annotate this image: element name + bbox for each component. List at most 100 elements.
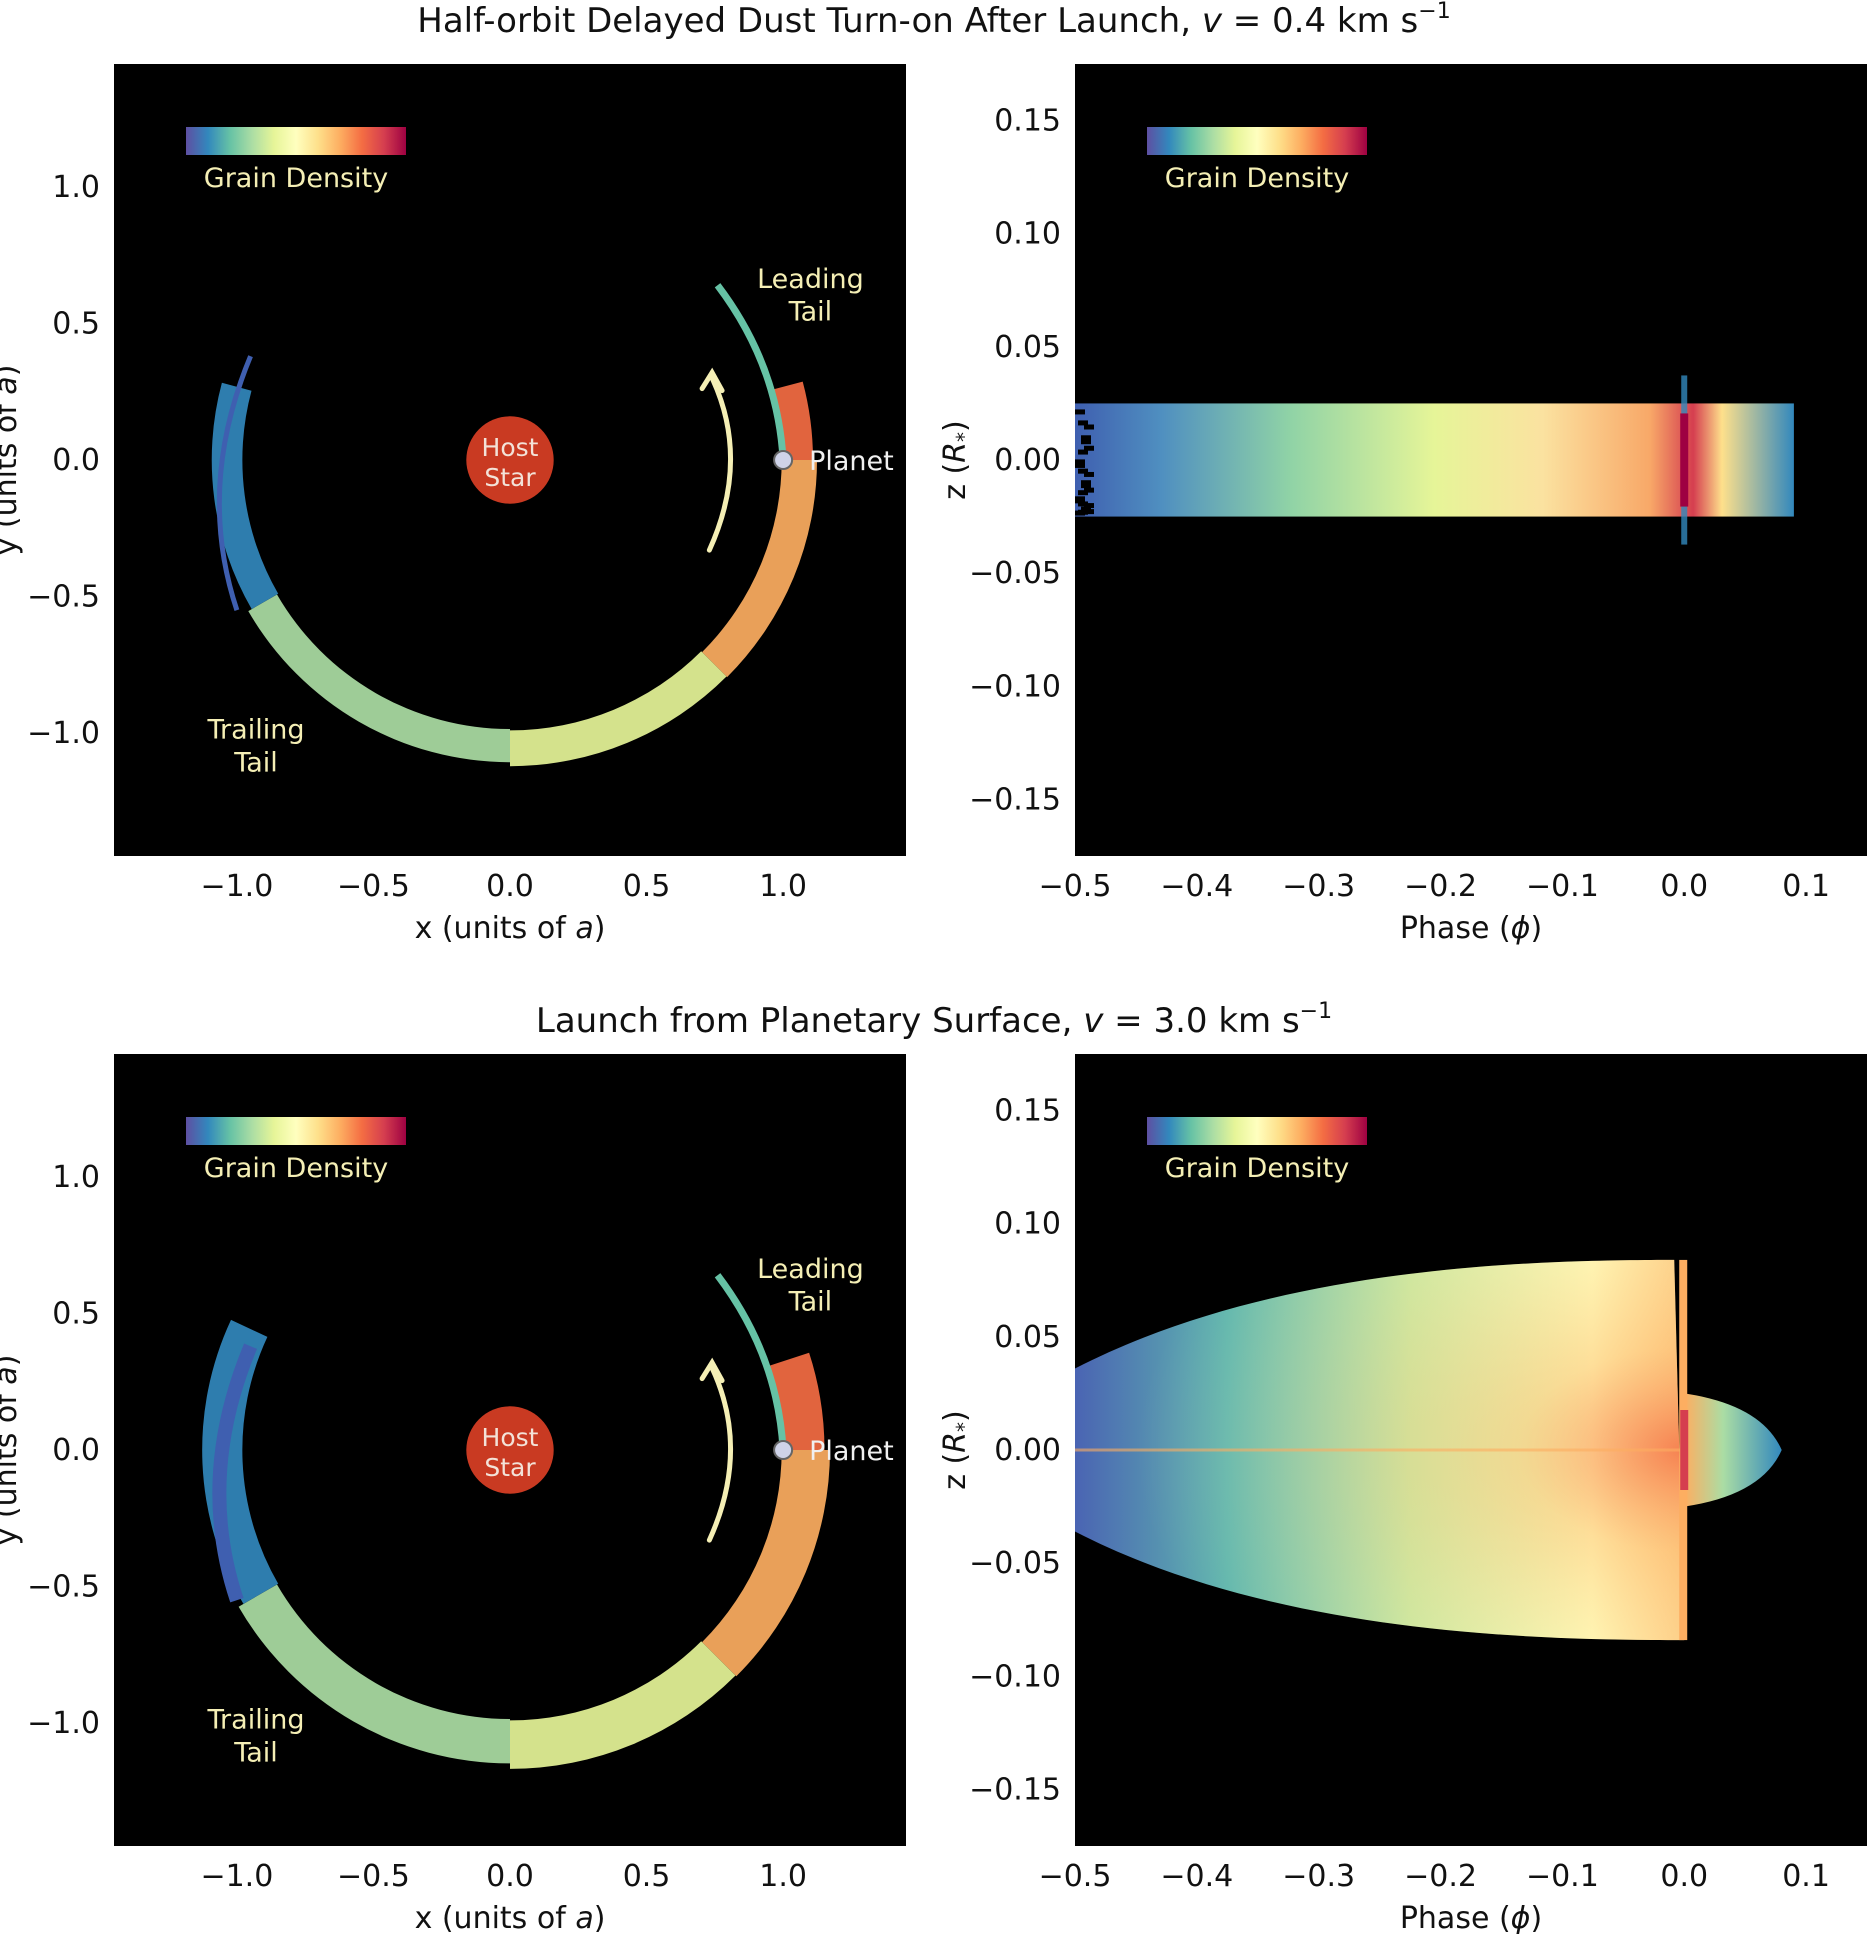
y-tick-label: 0.00 bbox=[994, 1433, 1061, 1468]
x-tick-label: 0.1 bbox=[1782, 1859, 1830, 1894]
band-edge-noise bbox=[1081, 480, 1091, 486]
y-tick-label: −0.10 bbox=[969, 669, 1061, 704]
x-tick-label: 1.0 bbox=[759, 1859, 807, 1894]
y-tick-label: 0.10 bbox=[994, 1207, 1061, 1242]
y-axis-label: y (units of a) bbox=[0, 365, 24, 556]
leading-tail-streak bbox=[714, 1273, 787, 1451]
band-edge-noise bbox=[1084, 445, 1094, 451]
planet-marker bbox=[773, 450, 794, 470]
y-tick-label: 0.05 bbox=[994, 1320, 1061, 1355]
x-tick-label: 0.0 bbox=[486, 869, 534, 904]
orbit-direction-arrow bbox=[706, 1365, 734, 1543]
y-tick-label: −1.0 bbox=[27, 716, 100, 751]
dust-band bbox=[1075, 403, 1794, 517]
y-tick-label: 0.15 bbox=[994, 104, 1061, 139]
band-edge-noise bbox=[1075, 409, 1085, 415]
x-tick-label: 0.5 bbox=[623, 869, 671, 904]
band-edge-noise bbox=[1075, 510, 1085, 516]
band-edge-noise bbox=[1084, 487, 1094, 493]
panel-bottom-left: HostStarPlanetLeadingTailTrailingTailGra… bbox=[0, 1054, 906, 1934]
trailing-outer-streak bbox=[212, 1343, 258, 1603]
x-tick-label: 0.0 bbox=[1660, 869, 1708, 904]
band-edge-noise bbox=[1078, 449, 1088, 455]
x-tick-label: −1.0 bbox=[200, 1859, 273, 1894]
dust-tail-segment bbox=[211, 382, 279, 610]
y-tick-label: −1.0 bbox=[27, 1706, 100, 1741]
band-edge-noise bbox=[1078, 490, 1088, 496]
y-tick-label: −0.10 bbox=[969, 1659, 1061, 1694]
planet-label: Planet bbox=[809, 446, 894, 477]
y-tick-label: 0.15 bbox=[994, 1094, 1061, 1129]
orbit-arrow-head bbox=[699, 1357, 725, 1384]
band-edge-noise bbox=[1081, 435, 1091, 441]
band-edge-noise bbox=[1078, 468, 1088, 474]
colorbar-label: Grain Density bbox=[1165, 1153, 1349, 1184]
trailing-tail-label: Trailing bbox=[207, 715, 305, 746]
band-edge-noise bbox=[1075, 462, 1085, 468]
dust-tail-segment bbox=[702, 1450, 830, 1677]
dust-tail-segment bbox=[248, 594, 511, 763]
planet-label: Planet bbox=[809, 1436, 894, 1467]
trailing-tail-label: Trailing bbox=[207, 1705, 305, 1736]
x-tick-label: −0.1 bbox=[1526, 869, 1599, 904]
x-tick-label: −1.0 bbox=[200, 869, 273, 904]
colorbar bbox=[1147, 127, 1367, 155]
panel-top-left: HostStarPlanetLeadingTailTrailingTailGra… bbox=[0, 64, 906, 946]
band-edge-noise bbox=[1075, 498, 1085, 504]
x-tick-label: −0.5 bbox=[1039, 869, 1112, 904]
y-tick-label: 0.00 bbox=[994, 443, 1061, 478]
y-tick-label: 0.05 bbox=[994, 330, 1061, 365]
x-tick-label: −0.5 bbox=[1039, 1859, 1112, 1894]
colorbar bbox=[186, 1117, 406, 1145]
orbit-arrow-head bbox=[699, 367, 725, 394]
y-tick-label: −0.5 bbox=[27, 1570, 100, 1605]
x-tick-label: −0.5 bbox=[337, 1859, 410, 1894]
trailing-tail-label: Tail bbox=[233, 1737, 278, 1768]
x-tick-label: 1.0 bbox=[759, 869, 807, 904]
host-star bbox=[466, 1406, 554, 1494]
leading-tail-label: Leading bbox=[757, 1254, 864, 1285]
leading-tail-label: Leading bbox=[757, 264, 864, 295]
x-axis-label: Phase (ϕ) bbox=[1400, 911, 1542, 946]
host-star-label: Host bbox=[482, 1423, 539, 1452]
dust-tail-segment bbox=[702, 460, 817, 678]
x-tick-label: −0.4 bbox=[1160, 1859, 1233, 1894]
x-tick-label: 0.0 bbox=[1660, 1859, 1708, 1894]
leading-tail-label: Tail bbox=[788, 297, 833, 328]
y-axis-label: z (R*) bbox=[938, 1410, 976, 1490]
x-tick-label: −0.3 bbox=[1282, 869, 1355, 904]
x-tick-label: −0.1 bbox=[1526, 1859, 1599, 1894]
x-tick-label: −0.3 bbox=[1282, 1859, 1355, 1894]
colorbar-label: Grain Density bbox=[1165, 163, 1349, 194]
band-edge-noise bbox=[1084, 509, 1094, 515]
panel-bottom-right: Grain Density −0.5 −0.4 −0.3 −0.2 −0.1 0.0 0.1 −… bbox=[938, 1054, 1867, 1934]
y-tick-label: 0.5 bbox=[52, 306, 100, 341]
y-axis-label: y (units of a) bbox=[0, 1355, 24, 1546]
x-tick-label: −0.5 bbox=[337, 869, 410, 904]
band-edge-noise bbox=[1084, 471, 1094, 477]
y-tick-label: 0.5 bbox=[52, 1296, 100, 1331]
band-edge-noise bbox=[1081, 439, 1091, 445]
trailing-tail-label: Tail bbox=[233, 747, 278, 778]
x-tick-label: −0.2 bbox=[1404, 869, 1477, 904]
y-tick-label: −0.05 bbox=[969, 556, 1061, 591]
orbit-direction-arrow bbox=[706, 375, 734, 553]
y-tick-label: −0.5 bbox=[27, 580, 100, 615]
x-axis-label: x (units of a) bbox=[415, 1901, 606, 1934]
phase-peak-core bbox=[1680, 413, 1689, 507]
host-star-label: Star bbox=[484, 463, 536, 492]
band-edge-noise bbox=[1084, 503, 1094, 509]
leading-tail-label: Tail bbox=[788, 1287, 833, 1318]
colorbar-label: Grain Density bbox=[204, 163, 388, 194]
x-axis-label: Phase (ϕ) bbox=[1400, 1901, 1542, 1934]
y-axis-label: z (R*) bbox=[938, 420, 976, 500]
row-title-bottom: Launch from Planetary Surface, v = 3.0 k… bbox=[536, 999, 1332, 1041]
host-star bbox=[466, 416, 554, 504]
y-tick-label: −0.15 bbox=[969, 1772, 1061, 1807]
panel-top-right: Grain Density −0.5 −0.4 −0.3 −0.2 −0.1 0.0 0.1 −… bbox=[938, 64, 1867, 946]
band-edge-noise bbox=[1078, 501, 1088, 507]
leading-dust-lobe bbox=[1684, 1393, 1782, 1507]
x-tick-label: 0.5 bbox=[623, 1859, 671, 1894]
y-tick-label: −0.15 bbox=[969, 782, 1061, 817]
